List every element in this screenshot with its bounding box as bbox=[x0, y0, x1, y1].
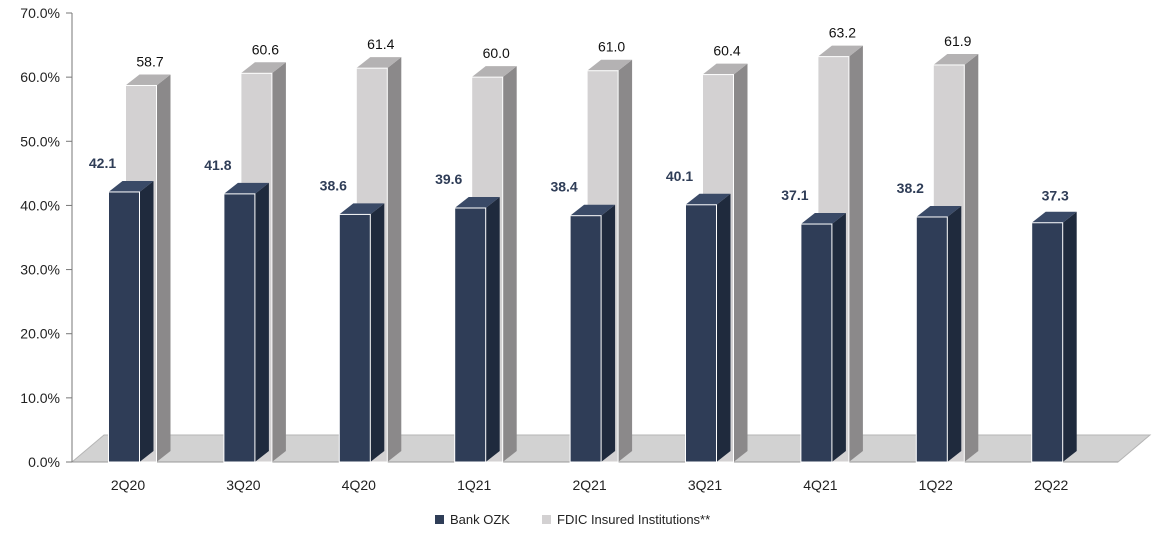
y-tick-label: 30.0% bbox=[20, 262, 60, 278]
bar-fdic-top bbox=[125, 74, 171, 86]
x-tick-label: 4Q20 bbox=[342, 477, 376, 493]
y-tick-label: 60.0% bbox=[20, 69, 60, 85]
bar-bank-ozk bbox=[223, 182, 269, 463]
bar-bank-ozk bbox=[685, 193, 731, 463]
bar-fdic-top bbox=[471, 66, 517, 78]
bar-fdic-top bbox=[817, 45, 863, 57]
y-tick-label: 50.0% bbox=[20, 133, 60, 149]
data-label-fdic: 60.4 bbox=[713, 43, 740, 59]
data-label-bank-ozk: 42.1 bbox=[89, 155, 116, 171]
bar-fdic-side bbox=[156, 74, 171, 462]
bar-fdic-side bbox=[271, 62, 286, 463]
data-label-bank-ozk: 38.2 bbox=[897, 180, 924, 196]
data-label-bank-ozk: 37.3 bbox=[1042, 188, 1069, 204]
bar-bank-ozk bbox=[915, 205, 962, 463]
bar-bank-ozk-front bbox=[569, 215, 602, 463]
x-tick-label: 3Q21 bbox=[688, 477, 722, 493]
bar-bank-ozk-front bbox=[1031, 222, 1064, 463]
y-axis bbox=[66, 12, 73, 463]
data-label-fdic: 61.0 bbox=[598, 39, 625, 55]
bar-fdic-top bbox=[933, 53, 979, 65]
data-label-bank-ozk: 37.1 bbox=[781, 187, 808, 203]
data-label-bank-ozk: 39.6 bbox=[435, 171, 462, 187]
bar-bank-ozk bbox=[569, 204, 616, 463]
bar-bank-ozk-top bbox=[800, 213, 846, 225]
x-tick-label: 2Q20 bbox=[111, 477, 145, 493]
bar-bank-ozk-side bbox=[254, 182, 269, 462]
y-tick-labels: 0.0% 10.0% 20.0% 30.0% 40.0% 50.0% 60.0% 70.0% bbox=[20, 5, 60, 470]
bar-bank-ozk bbox=[800, 213, 846, 463]
data-label-bank-ozk: 38.4 bbox=[550, 179, 577, 195]
data-label-fdic: 61.9 bbox=[944, 33, 971, 49]
bar-fdic-top bbox=[240, 62, 286, 74]
bar-fdic-side bbox=[733, 63, 748, 462]
bar-bank-ozk bbox=[108, 180, 154, 463]
bar-bank-ozk-side bbox=[1062, 211, 1077, 462]
bar-bank-ozk-top bbox=[454, 196, 500, 208]
bar-bank-ozk-top bbox=[685, 193, 731, 205]
data-label-bank-ozk: 41.8 bbox=[204, 157, 231, 173]
bar-bank-ozk bbox=[338, 203, 385, 463]
bar-bank-ozk-top bbox=[339, 203, 385, 215]
legend-swatch-fdic bbox=[542, 515, 551, 524]
y-tick-label: 70.0% bbox=[20, 5, 60, 21]
bar-fdic-side bbox=[848, 45, 863, 463]
legend-label-fdic: FDIC Insured Institutions** bbox=[557, 512, 710, 527]
bar-bank-ozk-top bbox=[108, 180, 154, 192]
y-tick-label: 40.0% bbox=[20, 197, 60, 213]
bar-bank-ozk-side bbox=[947, 205, 962, 462]
bar-bank-ozk-side bbox=[370, 203, 385, 462]
bar-bank-ozk-top bbox=[916, 205, 962, 217]
data-label-fdic: 63.2 bbox=[829, 25, 856, 41]
bar-bank-ozk-side bbox=[831, 213, 846, 462]
bar-fdic-side bbox=[502, 66, 517, 463]
legend-swatch-bank-ozk bbox=[435, 515, 444, 524]
bar-bank-ozk-front bbox=[338, 213, 371, 463]
x-tick-label: 3Q20 bbox=[226, 477, 260, 493]
x-tick-label: 1Q21 bbox=[457, 477, 491, 493]
bar-bank-ozk-side bbox=[139, 180, 154, 463]
bar-bank-ozk-front bbox=[800, 223, 833, 463]
x-tick-label: 2Q21 bbox=[572, 477, 606, 493]
bar-bank-ozk-front bbox=[915, 216, 948, 463]
bar-bank-ozk bbox=[1031, 211, 1077, 463]
bar-bank-ozk-front bbox=[454, 207, 487, 463]
bar-fdic-top bbox=[702, 63, 748, 75]
data-label-fdic: 60.6 bbox=[252, 41, 279, 57]
data-label-fdic: 61.4 bbox=[367, 36, 394, 52]
bar-bank-ozk-top bbox=[1031, 211, 1077, 223]
data-label-bank-ozk: 38.6 bbox=[320, 177, 347, 193]
data-label-fdic: 60.0 bbox=[483, 45, 510, 61]
bar-fdic-top bbox=[356, 57, 402, 69]
bar-fdic-top bbox=[587, 59, 633, 71]
bar-fdic-side bbox=[618, 59, 633, 462]
bar-fdic-side bbox=[964, 53, 979, 462]
legend-label-bank-ozk: Bank OZK bbox=[450, 512, 510, 527]
y-tick-label: 0.0% bbox=[28, 454, 60, 470]
data-label-fdic: 58.7 bbox=[136, 53, 163, 69]
y-tick-label: 10.0% bbox=[20, 390, 60, 406]
bar-bank-ozk bbox=[454, 196, 500, 463]
bar-bank-ozk-top bbox=[570, 204, 616, 216]
x-tick-label: 1Q22 bbox=[919, 477, 953, 493]
bar-fdic-side bbox=[387, 57, 402, 463]
bar-bank-ozk-top bbox=[223, 182, 269, 194]
y-tick-label: 20.0% bbox=[20, 326, 60, 342]
bar-bank-ozk-front bbox=[223, 193, 256, 463]
bar-bank-ozk-side bbox=[601, 204, 616, 463]
bar-bank-ozk-front bbox=[108, 191, 140, 463]
data-label-bank-ozk: 40.1 bbox=[666, 168, 693, 184]
bar-bank-ozk-front bbox=[685, 204, 717, 463]
x-tick-label: 2Q22 bbox=[1034, 477, 1068, 493]
legend: Bank OZK FDIC Insured Institutions** bbox=[435, 512, 710, 527]
bars: 58.7 42.1 60.6 41.8 61.4 38.6 60.0 39.6 61.0 38.4… bbox=[89, 25, 1077, 463]
x-tick-labels: 2Q20 3Q20 4Q20 1Q21 2Q21 3Q21 4Q21 1Q22 2Q22 bbox=[111, 477, 1069, 493]
x-tick-label: 4Q21 bbox=[803, 477, 837, 493]
bar-bank-ozk-side bbox=[485, 196, 500, 462]
bar-bank-ozk-side bbox=[716, 193, 731, 462]
